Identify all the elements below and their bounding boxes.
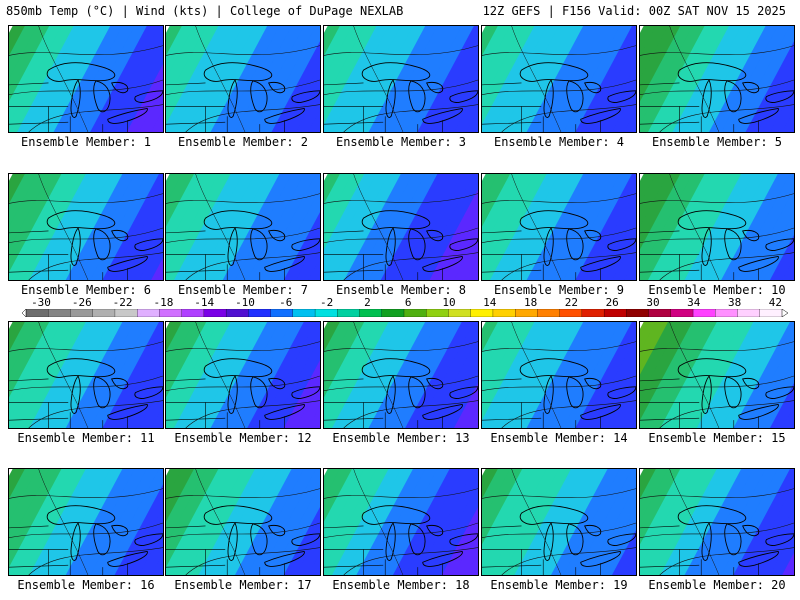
- colorbar-segment: [225, 309, 250, 317]
- colorbar-tick-label: 2: [364, 296, 371, 309]
- colorbar-segment: [181, 309, 205, 317]
- colorbar-segment: [337, 309, 361, 317]
- colorbar-segment: [581, 309, 605, 317]
- ensemble-member-map: [639, 468, 795, 576]
- colorbar-segment: [559, 309, 583, 317]
- ensemble-member-map: [165, 173, 321, 281]
- colorbar-segment: [203, 309, 227, 317]
- ensemble-member-map: [481, 173, 637, 281]
- ensemble-member-map: [639, 321, 795, 429]
- ensemble-member-label: Ensemble Member: 2: [177, 135, 309, 149]
- colorbar-segment: [270, 309, 294, 317]
- ensemble-member-label: Ensemble Member: 6: [20, 283, 152, 297]
- colorbar-tick-label: 34: [687, 296, 701, 309]
- colorbar-tick-label: 18: [523, 296, 538, 309]
- colorbar-tick-label: -26: [71, 296, 92, 309]
- ensemble-member-label: Ensemble Member: 14: [490, 431, 628, 445]
- colorbar-labels: -30 -26 -22 -18 -14 -10 -6 -2 2 6 10 14 18 22 26 30 34 38…: [0, 296, 800, 309]
- colorbar-tick-label: -6: [279, 296, 293, 309]
- ensemble-member-label: Ensemble Member: 5: [651, 135, 783, 149]
- colorbar-segment: [715, 309, 739, 317]
- ensemble-member-map: [639, 25, 795, 133]
- ensemble-member-label: Ensemble Member: 9: [493, 283, 625, 297]
- colorbar-tick-label: 26: [605, 296, 619, 309]
- colorbar-segment: [381, 309, 405, 317]
- ensemble-member-label: Ensemble Member: 15: [648, 431, 786, 445]
- ensemble-member-label: Ensemble Member: 16: [17, 578, 155, 592]
- colorbar-tick-label: 6: [404, 296, 412, 309]
- ensemble-member-label: Ensemble Member: 3: [335, 135, 467, 149]
- colorbar-tick-label: 30: [646, 296, 660, 309]
- colorbar-segment: [159, 309, 183, 317]
- colorbar-segment: [70, 309, 94, 317]
- colorbar-segment: [314, 309, 338, 317]
- ensemble-member-label: Ensemble Member: 1: [20, 135, 152, 149]
- run-valid-time: 12Z GEFS | F156 Valid: 00Z SAT NOV 15 20…: [482, 4, 786, 18]
- ensemble-member-map: [323, 468, 479, 576]
- colorbar-segment: [759, 309, 783, 317]
- colorbar-segment: [603, 309, 628, 317]
- colorbar-segment: [92, 309, 116, 317]
- colorbar-segment: [692, 309, 716, 317]
- ensemble-member-label: Ensemble Member: 11: [17, 431, 155, 445]
- colorbar-end-arrow: [22, 309, 27, 317]
- colorbar-segment: [114, 309, 138, 317]
- colorbar-segment: [248, 309, 272, 317]
- ensemble-member-label: Ensemble Member: 8: [335, 283, 467, 297]
- ensemble-member-label: Ensemble Member: 18: [332, 578, 470, 592]
- colorbar-segment: [292, 309, 316, 317]
- colorbar-segment: [648, 309, 672, 317]
- colorbar-segment: [515, 309, 539, 317]
- ensemble-member-label: Ensemble Member: 13: [332, 431, 470, 445]
- ensemble-member-label: Ensemble Member: 10: [648, 283, 786, 297]
- ensemble-member-label: Ensemble Member: 19: [490, 578, 628, 592]
- ensemble-member-map: [165, 321, 321, 429]
- colorbar-tick-label: -14: [194, 296, 215, 309]
- colorbar-tick-label: -10: [235, 296, 255, 309]
- colorbar-segment: [359, 309, 383, 317]
- ensemble-member-map: [481, 468, 637, 576]
- colorbar-segment: [48, 309, 72, 317]
- ensemble-member-label: Ensemble Member: 4: [493, 135, 625, 149]
- ensemble-member-map: [481, 25, 637, 133]
- colorbar-tick-label: 14: [483, 296, 497, 309]
- colorbar-segment: [492, 309, 516, 317]
- colorbar-segment: [426, 309, 450, 317]
- colorbar-segment: [537, 309, 561, 317]
- ensemble-member-label: Ensemble Member: 17: [174, 578, 312, 592]
- colorbar-segment: [737, 309, 761, 317]
- temperature-colorbar: [22, 309, 788, 317]
- colorbar-tick-label: 10: [442, 296, 456, 309]
- colorbar-end-arrow: [781, 309, 788, 317]
- ensemble-member-map: [165, 25, 321, 133]
- colorbar-tick-label: -18: [153, 296, 174, 309]
- colorbar-segment: [448, 309, 472, 317]
- ensemble-member-map: [639, 173, 795, 281]
- colorbar-segment: [137, 309, 161, 317]
- ensemble-member-map: [8, 173, 164, 281]
- ensemble-member-map: [8, 25, 164, 133]
- colorbar-segment: [626, 309, 650, 317]
- ensemble-member-map: [8, 468, 164, 576]
- colorbar-tick-label: -22: [112, 296, 133, 309]
- ensemble-member-map: [165, 468, 321, 576]
- chart-title: 850mb Temp (°C) | Wind (kts) | College o…: [6, 4, 404, 18]
- colorbar-segment: [470, 309, 494, 317]
- ensemble-member-map: [481, 321, 637, 429]
- ensemble-member-label: Ensemble Member: 20: [648, 578, 786, 592]
- colorbar-tick-label: -2: [319, 296, 334, 309]
- colorbar-tick-label: 22: [564, 296, 579, 309]
- colorbar-tick-label: -30: [31, 296, 51, 309]
- ensemble-member-map: [323, 25, 479, 133]
- colorbar-segment: [670, 309, 694, 317]
- ensemble-member-map: [8, 321, 164, 429]
- colorbar-tick-label: 38: [727, 296, 742, 309]
- ensemble-member-label: Ensemble Member: 12: [174, 431, 312, 445]
- ensemble-member-label: Ensemble Member: 7: [177, 283, 309, 297]
- colorbar-segment: [403, 309, 427, 317]
- ensemble-member-map: [323, 321, 479, 429]
- colorbar-tick-label: 42: [768, 296, 783, 309]
- colorbar-segment: [25, 309, 49, 317]
- ensemble-member-map: [323, 173, 479, 281]
